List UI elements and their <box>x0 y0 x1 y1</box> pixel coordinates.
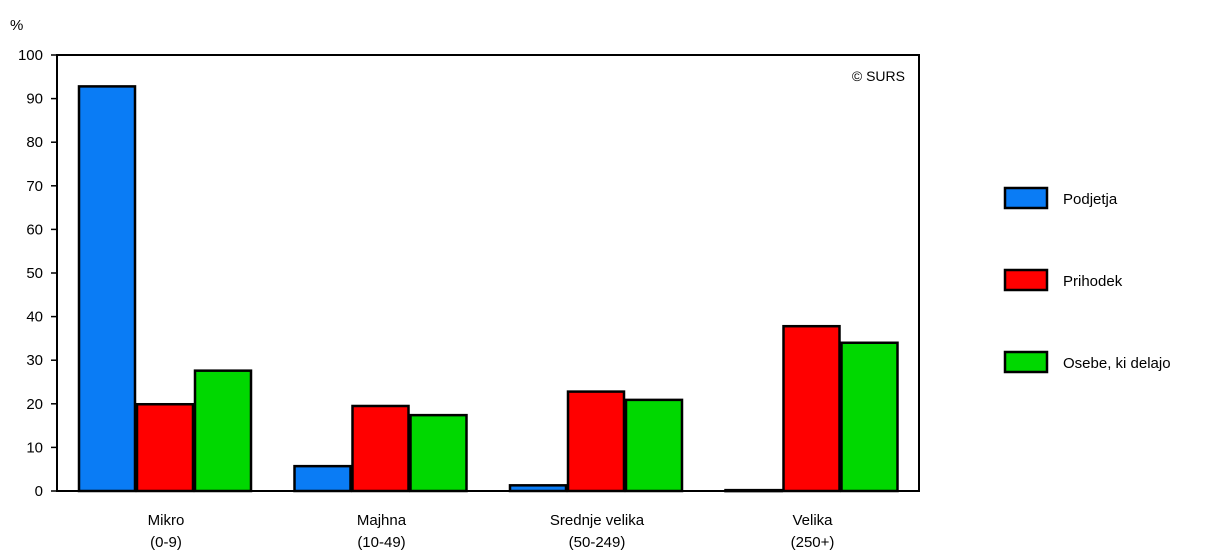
y-tick-label: 0 <box>35 483 43 500</box>
legend: Podjetja Prihodek Osebe, ki delajo <box>1003 186 1171 374</box>
y-tick-label: 30 <box>26 352 43 369</box>
y-tick-label: 70 <box>26 178 43 195</box>
bar-podjetja-0 <box>77 85 137 493</box>
bar-prihodek-2 <box>566 390 626 493</box>
x-tick-label: Majhna <box>357 512 407 529</box>
y-tick-label: 40 <box>26 309 43 326</box>
x-tick-sublabel: (50-249) <box>569 534 626 551</box>
y-tick-label: 80 <box>26 134 43 151</box>
y-tick-label: 100 <box>18 47 43 64</box>
bar-osebe-ki-delajo-3 <box>840 341 899 493</box>
bar-osebe-ki-delajo-0 <box>193 369 253 493</box>
bar-prihodek-1 <box>351 404 410 493</box>
y-unit-label: % <box>10 17 23 34</box>
y-tick-label: 20 <box>26 396 43 413</box>
bars <box>77 85 899 493</box>
y-tick-label: 10 <box>26 439 43 456</box>
legend-label: Osebe, ki delajo <box>1063 355 1171 372</box>
legend-swatch <box>1003 268 1049 292</box>
x-tick-sublabel: (10-49) <box>357 534 405 551</box>
watermark: © SURS <box>852 68 905 84</box>
bar-prihodek-3 <box>782 324 841 493</box>
legend-label: Prihodek <box>1063 273 1123 290</box>
legend-label: Podjetja <box>1063 191 1118 208</box>
legend-swatch <box>1003 186 1049 210</box>
x-tick-label: Velika <box>792 512 833 529</box>
bar-osebe-ki-delajo-1 <box>409 413 468 493</box>
x-axis: Mikro (0-9) Majhna (10-49) Srednje velika (50… <box>148 512 835 551</box>
y-tick-label: 50 <box>26 265 43 282</box>
legend-swatch <box>1003 350 1049 374</box>
bar-osebe-ki-delajo-2 <box>624 398 684 493</box>
x-tick-label: Mikro <box>148 512 185 529</box>
x-tick-label: Srednje velika <box>550 512 645 529</box>
x-tick-sublabel: (0-9) <box>150 534 182 551</box>
plot-frame <box>56 54 920 492</box>
y-tick-label: 60 <box>26 221 43 238</box>
bar-podjetja-1 <box>293 464 352 493</box>
y-axis: 0 10 20 30 40 50 60 70 80 90 100 <box>18 47 57 500</box>
x-tick-sublabel: (250+) <box>791 534 835 551</box>
bar-prihodek-0 <box>135 402 195 493</box>
y-tick-label: 90 <box>26 91 43 108</box>
